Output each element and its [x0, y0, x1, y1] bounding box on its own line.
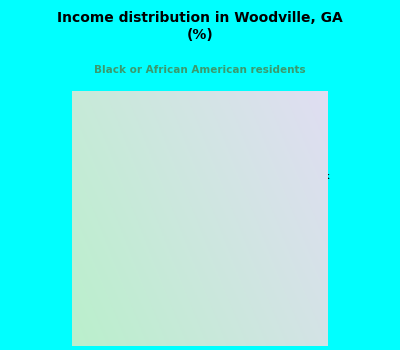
Wedge shape — [190, 219, 233, 304]
Text: Income distribution in Woodville, GA
(%): Income distribution in Woodville, GA (%) — [57, 10, 343, 42]
Text: Black or African American residents: Black or African American residents — [94, 65, 306, 75]
Text: $100k: $100k — [193, 104, 224, 172]
Text: $10k: $10k — [79, 189, 164, 206]
Wedge shape — [195, 134, 200, 219]
Text: $75k: $75k — [241, 194, 323, 203]
Wedge shape — [186, 134, 200, 219]
Text: > $200k: > $200k — [219, 172, 330, 181]
Wedge shape — [200, 156, 282, 219]
Text: $60k: $60k — [207, 265, 245, 332]
Text: $20k: $20k — [247, 218, 323, 228]
Text: City-Data.com: City-Data.com — [220, 168, 280, 177]
Wedge shape — [154, 135, 200, 219]
Wedge shape — [200, 197, 285, 250]
Wedge shape — [125, 147, 200, 219]
Text: $40k: $40k — [235, 250, 319, 261]
Text: $125k: $125k — [142, 114, 183, 175]
Wedge shape — [115, 179, 200, 303]
Text: $30k: $30k — [115, 242, 160, 317]
Wedge shape — [200, 134, 258, 219]
Wedge shape — [200, 219, 279, 297]
